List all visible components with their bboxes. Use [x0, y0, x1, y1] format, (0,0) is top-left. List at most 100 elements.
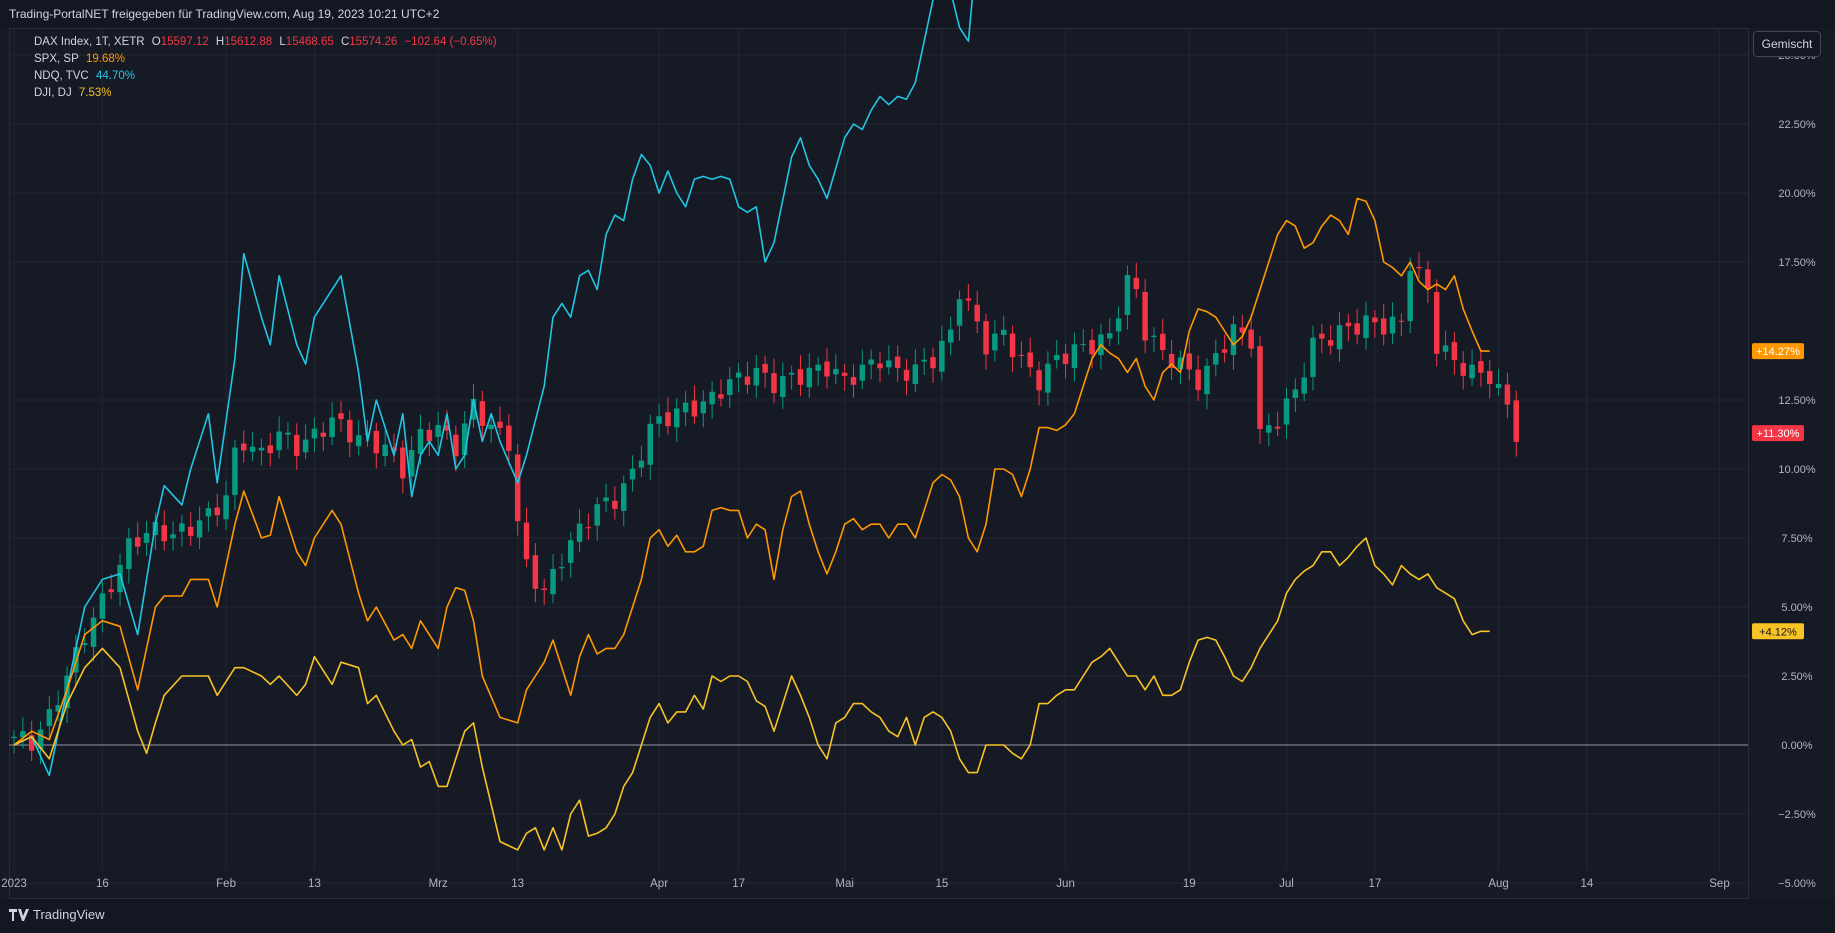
- grid-layer: [9, 28, 1748, 884]
- candle-body: [1451, 342, 1458, 361]
- price-badges: +35.28%+14.27%+11.30%+4.12%: [1752, 343, 1804, 640]
- badge-dax-label: +11.30%: [1757, 428, 1800, 440]
- candle-body: [285, 432, 291, 435]
- legend-spx-value: 19.68%: [85, 53, 125, 65]
- series-line-dji: [13, 537, 1490, 851]
- candle-body: [435, 425, 441, 437]
- candle-body: [1372, 317, 1378, 323]
- candle-body: [1469, 364, 1475, 379]
- candle-body: [612, 500, 618, 509]
- x-tick-label: Sep: [1709, 878, 1729, 890]
- scale-mode-button[interactable]: Gemischt: [1753, 31, 1821, 57]
- candle-body: [674, 408, 680, 428]
- x-tick-label: 2023: [1, 878, 27, 890]
- candle-body: [514, 454, 521, 522]
- y-tick-label: 22.50%: [1778, 119, 1816, 131]
- candle-body: [1310, 337, 1316, 377]
- candle-body: [912, 364, 919, 385]
- candle-layer: [11, 252, 1519, 765]
- candle-body: [965, 298, 972, 301]
- candle-body: [161, 525, 167, 542]
- tradingview-logo-icon: [9, 908, 29, 921]
- candle-body: [718, 394, 724, 399]
- series-layer: [13, 0, 1490, 851]
- candle-body: [223, 495, 229, 520]
- candle-body: [744, 376, 751, 385]
- header-bar: Trading-PortalNET freigegeben für Tradin…: [0, 0, 1835, 28]
- legend-row-ndq[interactable]: NDQ, TVC 44.70%: [34, 68, 501, 85]
- candle-body: [1336, 325, 1343, 350]
- candle-body: [179, 523, 185, 532]
- candle-body: [886, 360, 892, 368]
- candle-body: [1204, 365, 1210, 395]
- y-tick-label: −2.50%: [1778, 809, 1816, 821]
- candle-body: [1160, 333, 1166, 351]
- candle-body: [187, 526, 194, 536]
- candle-body: [1319, 333, 1325, 339]
- legend-row-spx[interactable]: SPX, SP 19.68%: [34, 51, 501, 68]
- candle-body: [585, 527, 592, 529]
- candle-body: [762, 363, 768, 373]
- chart-pane[interactable]: [9, 28, 1749, 899]
- candle-body: [347, 419, 353, 443]
- candle-body: [408, 450, 415, 477]
- candle-body: [241, 443, 247, 451]
- candle-body: [1257, 346, 1263, 430]
- candle-body: [1363, 315, 1369, 338]
- candle-body: [214, 507, 220, 516]
- candle-body: [382, 444, 388, 457]
- candle-body: [1036, 370, 1042, 391]
- candle-body: [947, 329, 954, 343]
- candle-body: [46, 709, 53, 727]
- candle-body: [1124, 275, 1131, 315]
- candle-body: [1221, 349, 1228, 353]
- candle-body: [453, 434, 459, 457]
- candle-body: [302, 439, 309, 453]
- candle-body: [1266, 425, 1272, 433]
- x-tick-label: Aug: [1488, 878, 1508, 890]
- candle-body: [956, 299, 963, 326]
- candle-body: [1292, 389, 1299, 399]
- x-tick-label: 16: [96, 878, 109, 890]
- candle-body: [780, 376, 786, 398]
- candle-body: [1478, 361, 1484, 373]
- x-tick-label: Feb: [216, 878, 236, 890]
- candle-body: [488, 424, 494, 430]
- candle-body: [567, 540, 574, 563]
- x-axis: 2023 16 Feb 13 Mrz 13 Apr 17 Mai 15 Jun 19 Jul 17 Aug 1…: [1, 878, 1730, 890]
- candle-body: [1107, 333, 1113, 339]
- candle-body: [541, 588, 547, 591]
- candle-body: [232, 447, 238, 495]
- legend-row-dji[interactable]: DJI, DJ 7.53%: [34, 85, 501, 102]
- y-tick-label: 0.00%: [1781, 740, 1812, 752]
- header-title: Trading-PortalNET freigegeben für Tradin…: [9, 7, 440, 21]
- candle-body: [559, 566, 565, 569]
- candle-body: [1460, 362, 1466, 376]
- candle-body: [99, 593, 106, 619]
- candle-body: [364, 433, 371, 435]
- series-line-spx: [13, 197, 1490, 746]
- series-line-ndq: [13, 0, 973, 777]
- candle-body: [461, 423, 468, 456]
- legend-dji-name: DJI, DJ: [34, 87, 72, 99]
- tradingview-brand[interactable]: TradingView: [9, 907, 105, 922]
- candle-body: [629, 468, 636, 480]
- legend-close-value: 15574.26: [349, 36, 398, 48]
- candle-body: [665, 412, 671, 427]
- candle-body: [444, 425, 450, 431]
- candle-body: [1248, 329, 1254, 349]
- legend-low-key: L: [279, 36, 286, 48]
- candle-body: [1398, 320, 1405, 322]
- candle-body: [576, 523, 583, 542]
- candle-body: [1062, 353, 1069, 365]
- legend-row-dax[interactable]: DAX Index, 1T, XETR O15597.12 H15612.88 …: [34, 34, 501, 51]
- y-tick-label: 7.50%: [1781, 533, 1812, 545]
- candle-body: [930, 357, 936, 369]
- candle-body: [20, 731, 26, 738]
- candle-body: [311, 428, 318, 439]
- candle-body: [143, 533, 150, 543]
- candle-body: [338, 413, 344, 420]
- candle-body: [117, 564, 123, 593]
- candle-body: [682, 402, 689, 413]
